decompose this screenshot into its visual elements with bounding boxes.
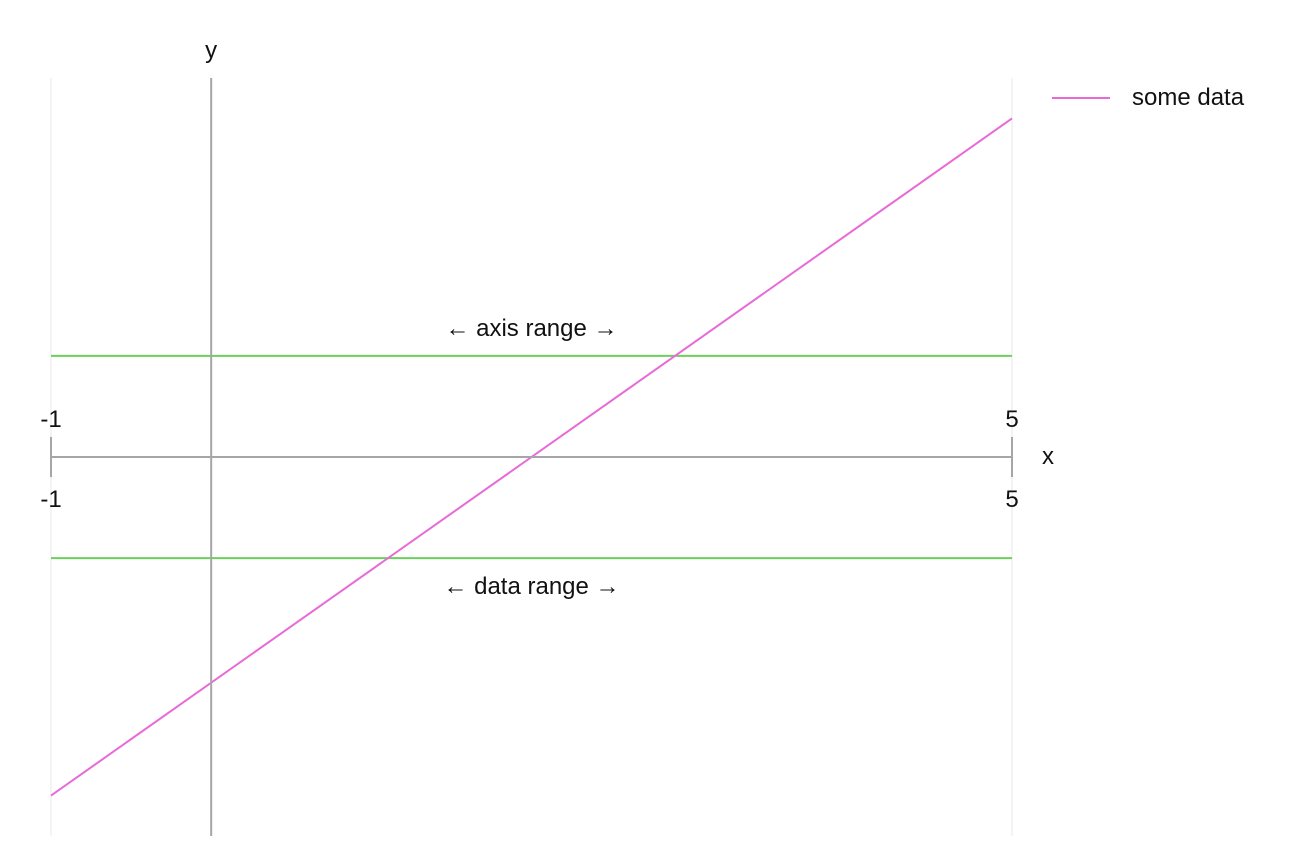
legend-swatch	[1052, 97, 1110, 99]
x-axis-label: x	[1042, 443, 1054, 470]
legend-label: some data	[1132, 84, 1245, 111]
x-tick-label-bottom: -1	[40, 486, 61, 513]
reference-label: ← axis range →	[445, 315, 617, 342]
x-tick-label-top: -1	[40, 406, 61, 433]
x-tick-label-bottom: 5	[1005, 486, 1018, 513]
y-axis-label: y	[205, 37, 217, 64]
x-tick-label-top: 5	[1005, 406, 1018, 433]
reference-label: ← data range →	[443, 573, 619, 600]
legend: some data	[1052, 83, 1244, 113]
